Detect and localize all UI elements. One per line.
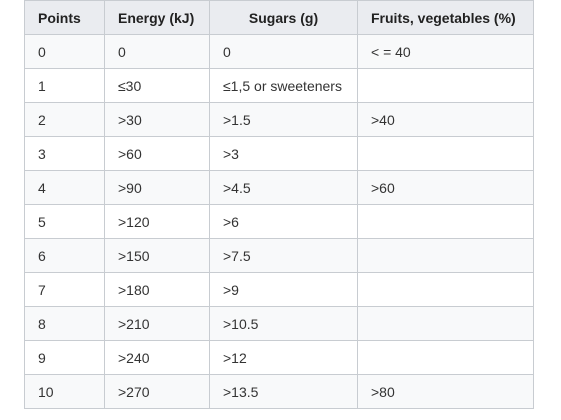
cell-energy: >180	[104, 272, 210, 307]
cell-sugars: >13.5	[209, 374, 358, 409]
cell-fruits-vegetables: >60	[357, 170, 534, 205]
cell-points: 8	[24, 306, 105, 341]
cell-sugars: >10.5	[209, 306, 358, 341]
cell-sugars: >6	[209, 204, 358, 239]
header-sugars: Sugars (g)	[209, 0, 358, 35]
cell-points: 5	[24, 204, 105, 239]
cell-sugars: >9	[209, 272, 358, 307]
cell-energy: >150	[104, 238, 210, 273]
table-row: 5 >120 >6	[24, 204, 534, 239]
table-row: 4 >90 >4.5 >60	[24, 170, 534, 205]
cell-points: 9	[24, 340, 105, 375]
cell-fruits-vegetables: < = 40	[357, 34, 534, 69]
cell-points: 10	[24, 374, 105, 409]
points-table-container: Points Energy (kJ) Sugars (g) Fruits, ve…	[24, 0, 534, 409]
table-row: 9 >240 >12	[24, 340, 534, 375]
cell-energy: 0	[104, 34, 210, 69]
cell-sugars: >7.5	[209, 238, 358, 273]
cell-energy: >120	[104, 204, 210, 239]
cell-fruits-vegetables	[357, 272, 534, 307]
table-row: 1 ≤30 ≤1,5 or sweeteners	[24, 68, 534, 103]
cell-fruits-vegetables	[357, 68, 534, 103]
cell-fruits-vegetables	[357, 136, 534, 171]
header-fruits-vegetables: Fruits, vegetables (%)	[357, 0, 534, 35]
cell-sugars: >4.5	[209, 170, 358, 205]
cell-points: 3	[24, 136, 105, 171]
cell-energy: >60	[104, 136, 210, 171]
header-energy: Energy (kJ)	[104, 0, 210, 35]
cell-energy: ≤30	[104, 68, 210, 103]
cell-fruits-vegetables	[357, 204, 534, 239]
cell-energy: >270	[104, 374, 210, 409]
cell-points: 7	[24, 272, 105, 307]
cell-sugars: 0	[209, 34, 358, 69]
cell-fruits-vegetables: >80	[357, 374, 534, 409]
header-row: Points Energy (kJ) Sugars (g) Fruits, ve…	[24, 0, 534, 35]
cell-points: 4	[24, 170, 105, 205]
table-row: 7 >180 >9	[24, 272, 534, 307]
cell-fruits-vegetables	[357, 340, 534, 375]
table-row: 8 >210 >10.5	[24, 306, 534, 341]
cell-energy: >210	[104, 306, 210, 341]
cell-sugars: ≤1,5 or sweeteners	[209, 68, 358, 103]
table-row: 10 >270 >13.5 >80	[24, 374, 534, 409]
cell-energy: >240	[104, 340, 210, 375]
cell-energy: >90	[104, 170, 210, 205]
cell-points: 0	[24, 34, 105, 69]
table-row: 6 >150 >7.5	[24, 238, 534, 273]
cell-sugars: >3	[209, 136, 358, 171]
cell-fruits-vegetables: >40	[357, 102, 534, 137]
table-row: 0 0 0 < = 40	[24, 34, 534, 69]
table-row: 2 >30 >1.5 >40	[24, 102, 534, 137]
table-header: Points Energy (kJ) Sugars (g) Fruits, ve…	[24, 0, 534, 35]
header-points: Points	[24, 0, 105, 35]
cell-points: 1	[24, 68, 105, 103]
cell-sugars: >12	[209, 340, 358, 375]
table-body: 0 0 0 < = 40 1 ≤30 ≤1,5 or sweeteners 2 >30 >1.5 >…	[24, 34, 534, 409]
cell-sugars: >1.5	[209, 102, 358, 137]
cell-fruits-vegetables	[357, 238, 534, 273]
cell-points: 2	[24, 102, 105, 137]
table-row: 3 >60 >3	[24, 136, 534, 171]
points-table: Points Energy (kJ) Sugars (g) Fruits, ve…	[24, 0, 534, 409]
cell-points: 6	[24, 238, 105, 273]
cell-fruits-vegetables	[357, 306, 534, 341]
cell-energy: >30	[104, 102, 210, 137]
